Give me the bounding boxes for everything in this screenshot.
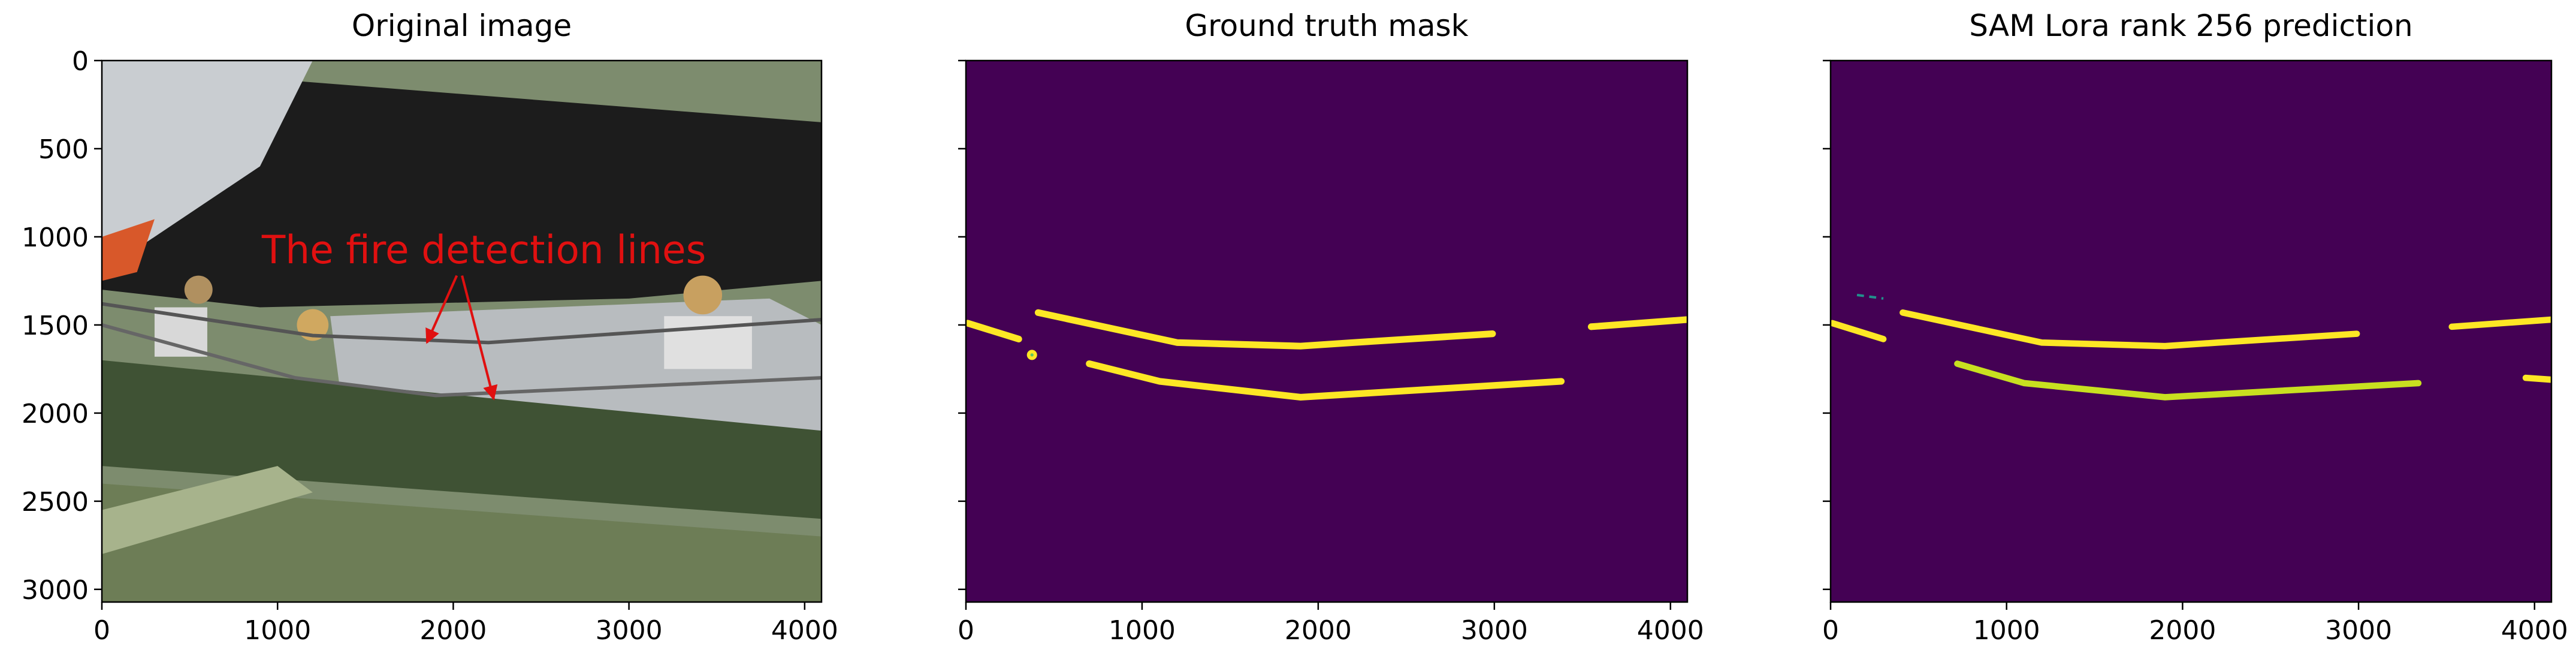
x-tick-label: 0: [958, 615, 974, 646]
y-tick-label: 500: [38, 134, 89, 165]
chart-title: SAM Lora rank 256 prediction: [1969, 8, 2412, 43]
x-tick-label: 2000: [1285, 615, 1352, 646]
prediction: [1831, 61, 2551, 602]
x-tick-label: 2000: [2149, 615, 2216, 646]
chart-title: Original image: [352, 8, 572, 43]
y-tick-label: 0: [72, 46, 89, 77]
chart-title: Ground truth mask: [1185, 8, 1468, 43]
x-tick-label: 0: [1822, 615, 1839, 646]
mask: [966, 61, 1687, 602]
y-tick-label: 1500: [22, 311, 89, 341]
x-tick-label: 1000: [1973, 615, 2040, 646]
x-tick-label: 4000: [771, 615, 838, 646]
y-tick-label: 1000: [22, 222, 89, 253]
photo: The fire detection lines: [102, 61, 822, 602]
x-tick-label: 2000: [419, 615, 487, 646]
x-tick-label: 3000: [1461, 615, 1528, 646]
x-tick-label: 3000: [2325, 615, 2392, 646]
x-tick-label: 1000: [244, 615, 311, 646]
y-tick-label: 2500: [22, 487, 89, 517]
annotation: The fire detection lines: [261, 228, 706, 273]
x-tick-label: 0: [93, 615, 110, 646]
x-tick-label: 4000: [1637, 615, 1704, 646]
x-tick-label: 1000: [1109, 615, 1176, 646]
x-tick-label: 4000: [2501, 615, 2568, 646]
axes-frame: [101, 59, 823, 603]
x-tick-label: 3000: [596, 615, 663, 646]
y-tick-label: 3000: [22, 575, 89, 606]
axes-frame: [965, 59, 1689, 603]
y-tick-label: 2000: [22, 399, 89, 429]
axes-frame: [1829, 59, 2553, 603]
